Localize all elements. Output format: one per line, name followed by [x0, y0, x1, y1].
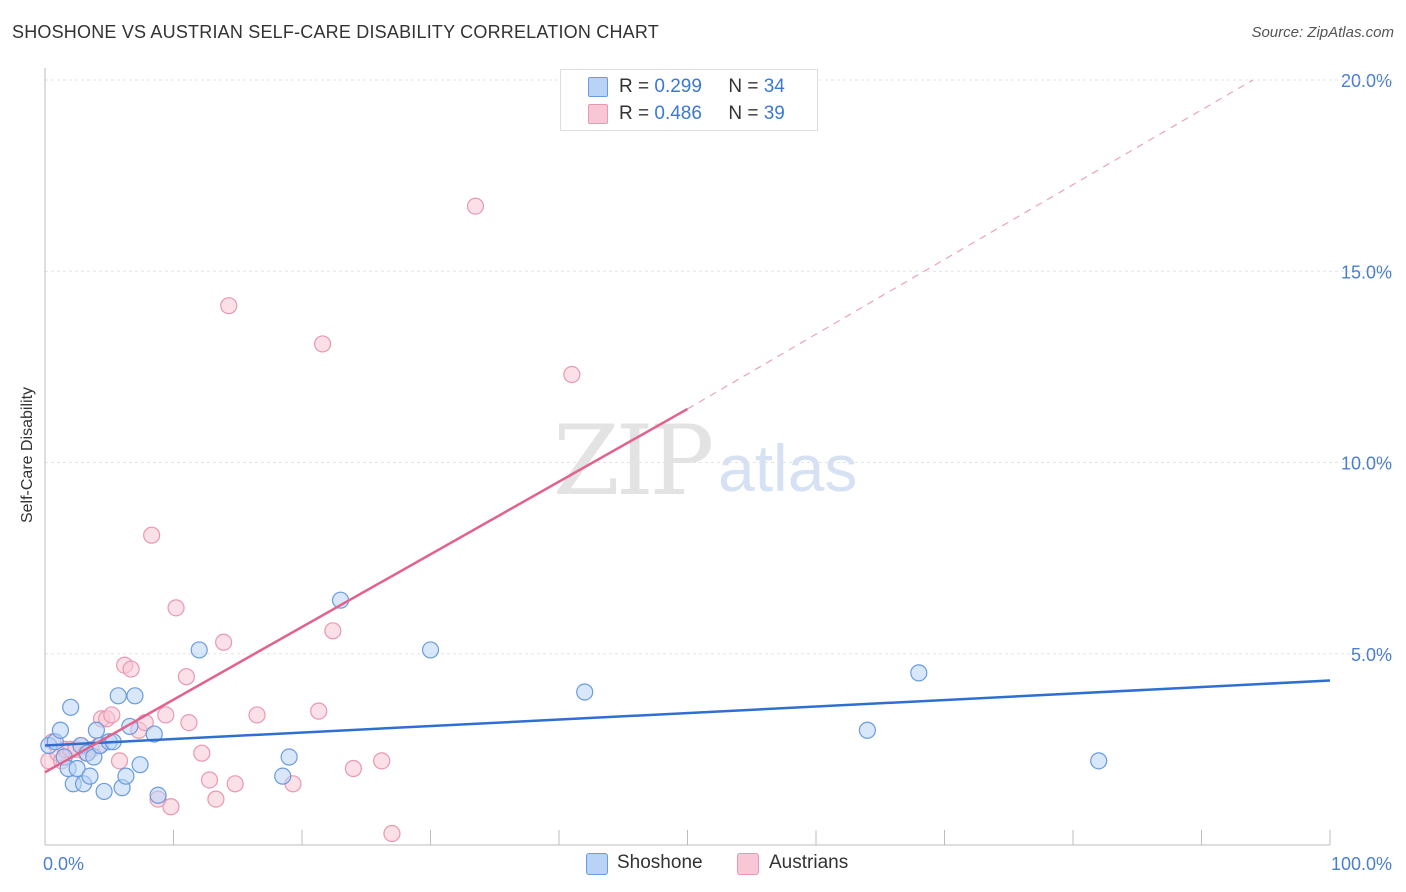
chart-title: SHOSHONE VS AUSTRIAN SELF-CARE DISABILIT…	[12, 22, 659, 42]
legend-swatch-austrians	[588, 104, 608, 124]
shoshone-point	[68, 759, 86, 778]
shoshone-point	[576, 683, 594, 701]
legend-r-label: R =	[619, 76, 650, 97]
legend-n-label: N =	[728, 103, 759, 124]
bottom-legend-austrians: Austrians	[769, 852, 849, 873]
y-tick-label: 5.0%	[1351, 645, 1392, 665]
shoshone-point	[1090, 752, 1108, 770]
shoshone-point	[149, 786, 167, 804]
legend-row-shoshone: R = 0.299 N = 34	[619, 76, 785, 98]
shoshone-point	[109, 687, 127, 705]
legend-r-value: 0.299	[654, 76, 702, 97]
bottom-legend-swatch-shoshone	[586, 853, 608, 875]
austrians-point	[157, 706, 175, 724]
shoshone-point	[421, 641, 440, 659]
austrians-point	[167, 599, 185, 617]
watermark-zip: ZIP	[553, 405, 714, 517]
austrians-point	[177, 668, 195, 686]
austrians-point	[563, 365, 581, 384]
legend-n-label: N =	[728, 76, 759, 97]
austrians-point	[110, 752, 129, 770]
austrians-point	[207, 790, 225, 808]
shoshone-trend-line	[44, 679, 1331, 747]
legend-r-value: 0.486	[654, 103, 702, 124]
shoshone-point	[126, 687, 144, 705]
shoshone-point	[117, 767, 135, 785]
austrians-point	[200, 771, 219, 789]
austrians-point	[193, 744, 211, 762]
austrians-point	[180, 713, 198, 732]
austrians-point	[310, 702, 328, 720]
watermark-atlas: atlas	[718, 431, 858, 505]
shoshone-point	[62, 698, 80, 716]
shoshone-point	[274, 767, 292, 785]
austrians-point	[373, 752, 391, 770]
austrians-point	[466, 197, 485, 215]
source-credit: Source: ZipAtlas.com	[1251, 24, 1394, 41]
austrians-point	[324, 622, 342, 640]
austrians-point	[313, 335, 332, 353]
austrians-point	[162, 798, 180, 816]
legend-r-label: R =	[619, 103, 650, 124]
y-axis-label: Self-Care Disability	[19, 386, 36, 524]
austrians-point	[143, 526, 161, 544]
austrians-point	[226, 775, 244, 793]
austrians-point	[248, 706, 266, 724]
legend-swatch-shoshone	[588, 77, 608, 97]
x-tick-label: 0.0%	[43, 854, 84, 874]
y-tick-label: 15.0%	[1341, 262, 1392, 282]
shoshone-point	[858, 721, 877, 739]
shoshone-point	[131, 756, 149, 774]
austrians-point	[122, 660, 140, 678]
y-tick-label: 20.0%	[1341, 71, 1392, 91]
shoshone-point	[910, 664, 928, 682]
legend-n-value: 39	[763, 103, 785, 124]
austrians-point	[215, 633, 233, 651]
shoshone-point	[145, 725, 163, 743]
austrians-point	[103, 706, 121, 724]
shoshone-point	[95, 782, 113, 801]
shoshone-point	[190, 641, 208, 659]
shoshone-point	[280, 748, 298, 766]
legend-n-value: 34	[763, 76, 785, 97]
x-tick-label: 100.0%	[1331, 854, 1392, 874]
austrians-point	[220, 297, 238, 315]
bottom-legend-shoshone: Shoshone	[617, 852, 703, 873]
shoshone-point	[51, 721, 70, 739]
austrians-trend-extension	[687, 79, 1254, 410]
y-tick-label: 10.0%	[1341, 454, 1392, 474]
austrians-point	[344, 759, 362, 778]
shoshone-point	[81, 767, 99, 785]
legend-row-austrians: R = 0.486 N = 39	[619, 103, 785, 125]
shoshone-point	[87, 721, 106, 739]
austrians-point	[383, 824, 401, 843]
bottom-legend-swatch-austrians	[737, 853, 759, 875]
austrians-trend-line	[44, 407, 689, 774]
legend-box: R = 0.299 N = 34 R = 0.486 N = 39	[560, 69, 818, 131]
